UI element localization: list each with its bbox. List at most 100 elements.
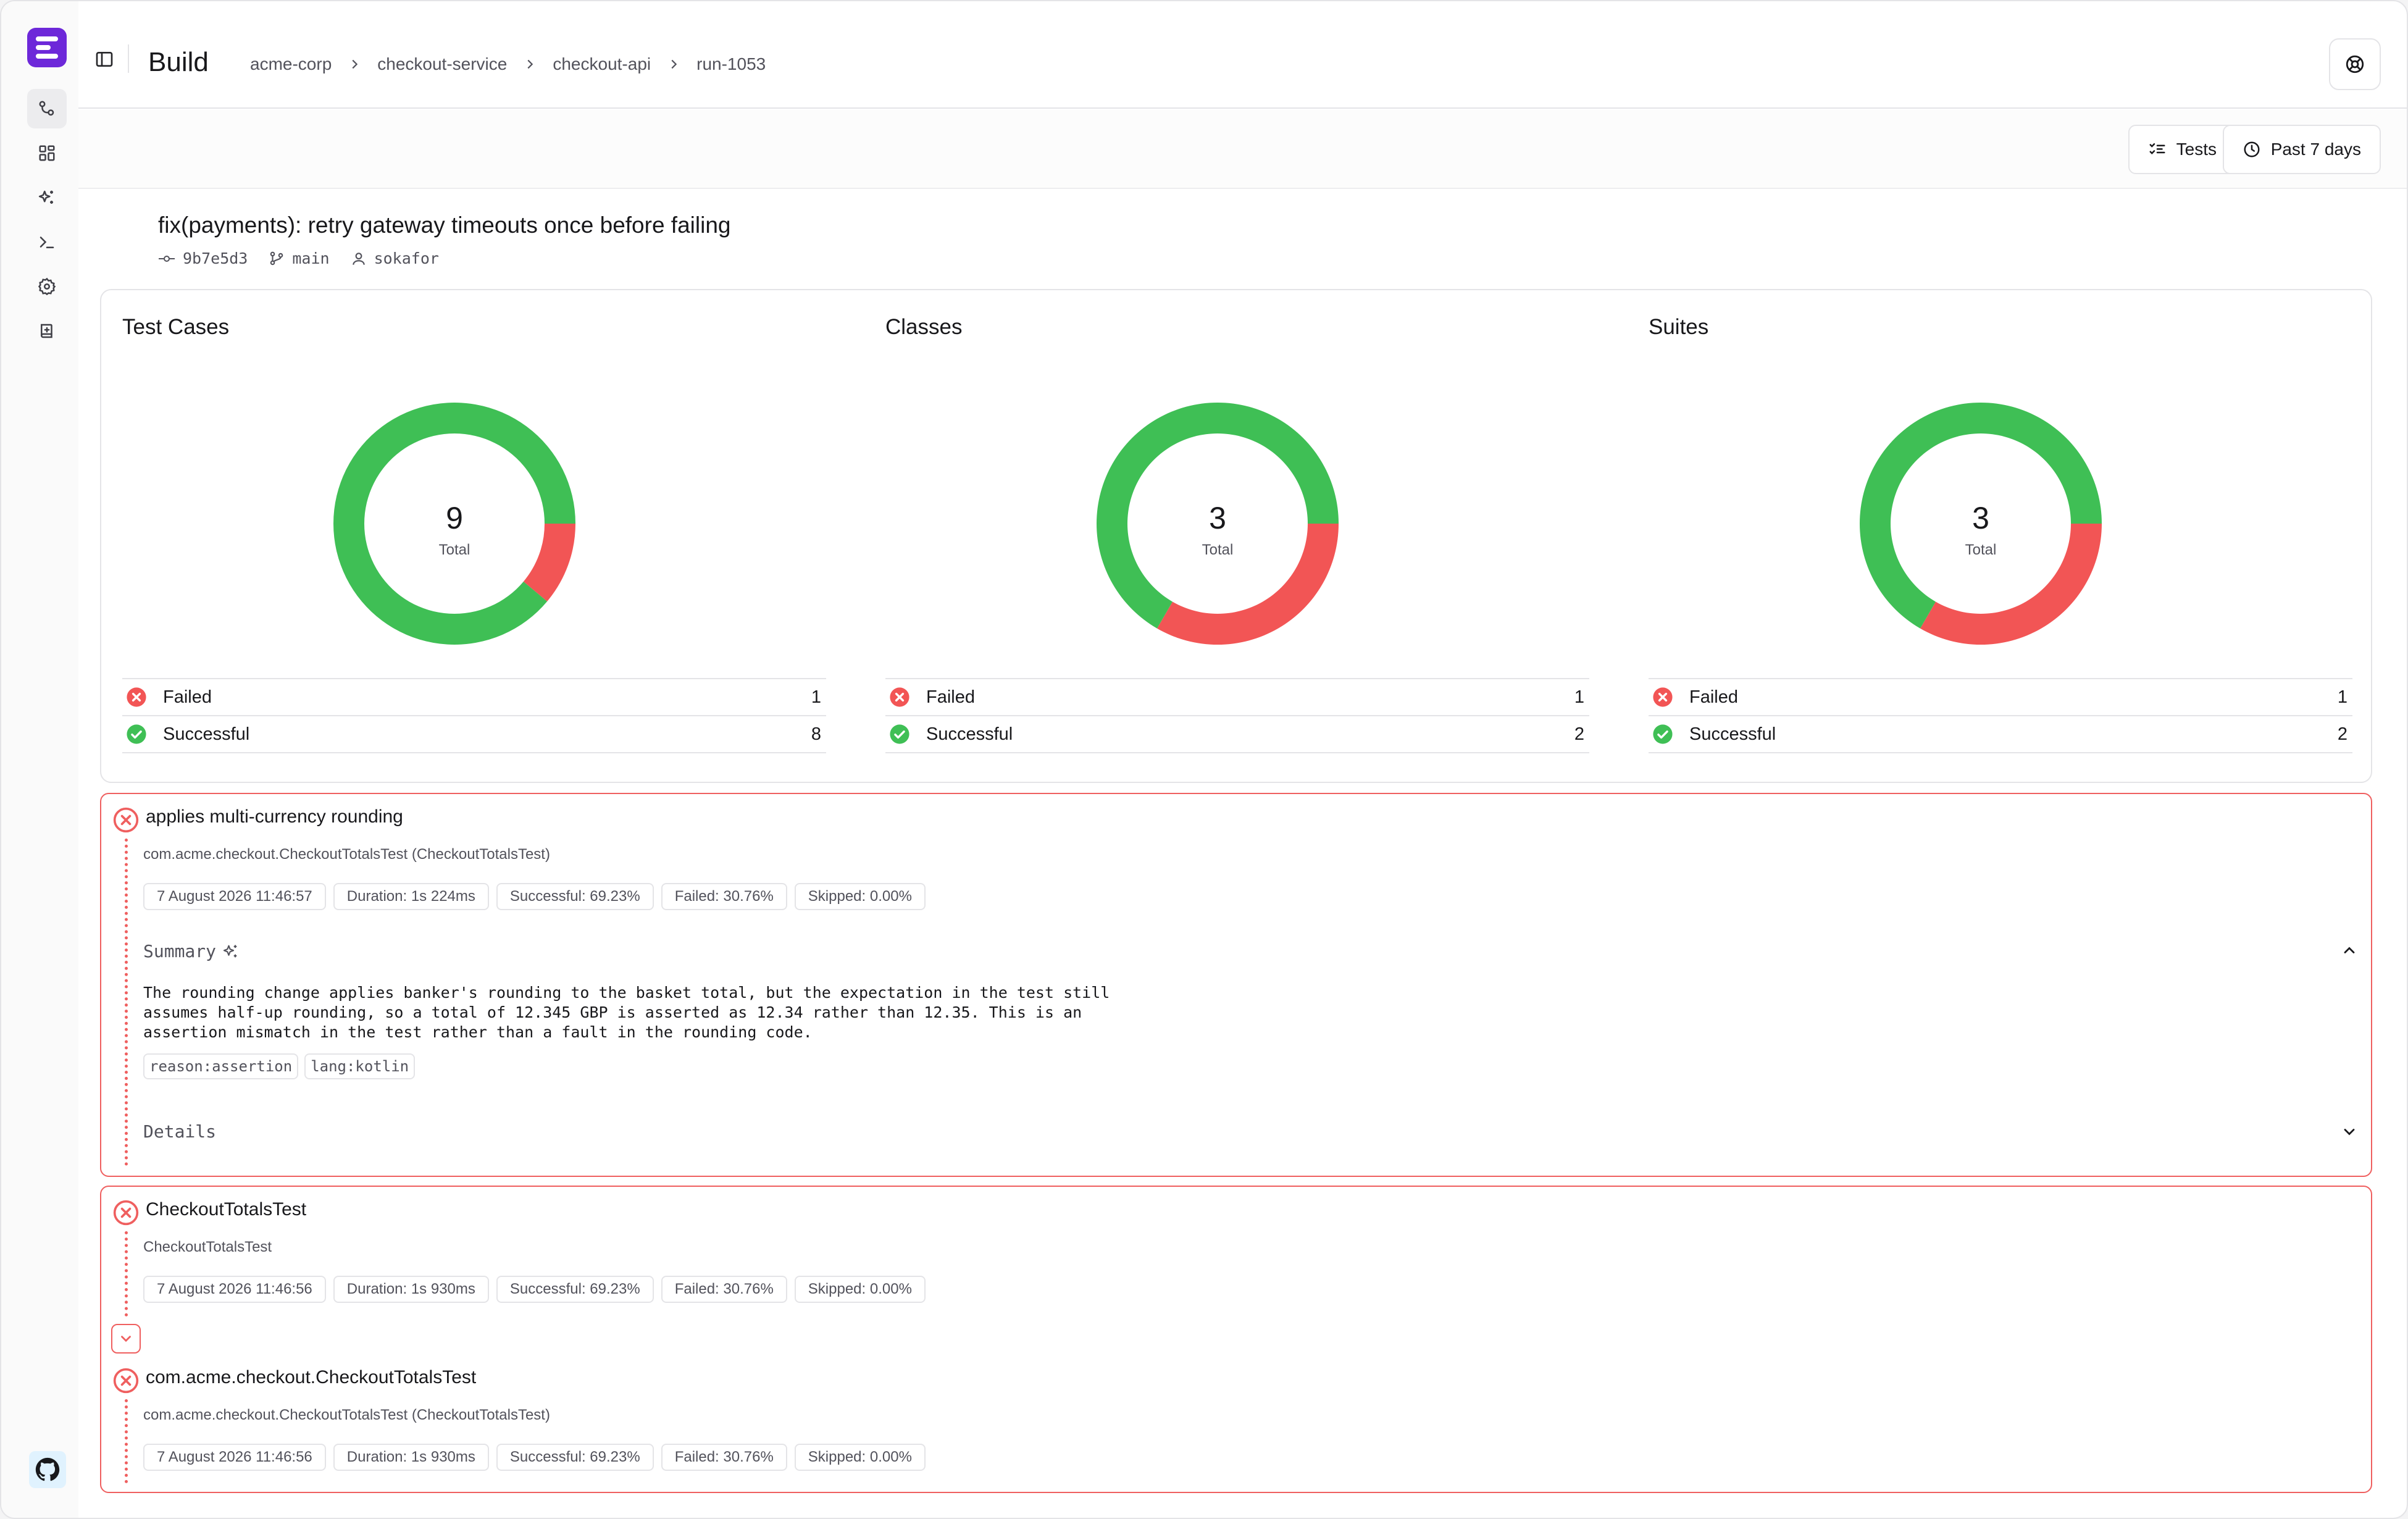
- donut-total-value: 3: [1209, 501, 1226, 535]
- failed-test-title: applies multi-currency rounding: [146, 806, 403, 827]
- skipped-rate-chip: Skipped: 0.00%: [794, 1276, 926, 1303]
- date-range-label: Past 7 days: [2270, 140, 2361, 159]
- failed-class-metrics: 7 August 2026 11:46:56 Duration: 1s 930m…: [143, 1276, 926, 1303]
- user-avatar[interactable]: [29, 1451, 66, 1488]
- check-circle-icon: [890, 724, 909, 744]
- chevron-down-icon[interactable]: [2339, 1121, 2360, 1142]
- legend-failed-count: 1: [2337, 687, 2347, 707]
- donut-total-value: 9: [446, 501, 463, 535]
- failed-slice[interactable]: [523, 524, 575, 601]
- failed-test-card[interactable]: applies multi-currency rounding com.acme…: [100, 793, 2372, 1177]
- stat-classes: Classes 3 Total Failed 1 Successful 2: [864, 290, 1589, 784]
- sidebar-item-dashboard[interactable]: [27, 133, 67, 173]
- lifebuoy-icon: [2346, 55, 2364, 73]
- clock-icon: [2244, 141, 2260, 157]
- git-commit-icon: [159, 255, 175, 262]
- failed-class-subtitle: CheckoutTotalsTest: [143, 1239, 272, 1255]
- timeline-connector: [125, 1231, 128, 1316]
- book-icon: [41, 324, 52, 338]
- skipped-rate-chip: Skipped: 0.00%: [794, 883, 926, 910]
- donut-chart: 3 Total: [1860, 403, 2102, 645]
- check-circle-icon: [1653, 724, 1673, 744]
- failed-class-title: CheckoutTotalsTest: [146, 1199, 307, 1220]
- git-flow-icon: [39, 101, 54, 116]
- failed-slice[interactable]: [1157, 524, 1339, 645]
- commit-branch[interactable]: main: [269, 249, 330, 267]
- success-rate-chip: Successful: 69.23%: [496, 1444, 654, 1471]
- success-rate-chip: Successful: 69.23%: [496, 1276, 654, 1303]
- stat-legend: Failed 1 Successful 2: [885, 678, 1589, 753]
- sidebar-toggle-button[interactable]: [91, 46, 118, 73]
- legend-failed-count: 1: [1574, 687, 1584, 707]
- summary-label: Summary: [143, 941, 217, 961]
- toolbar: Tests Past 7 days: [78, 110, 2407, 189]
- timestamp-chip: 7 August 2026 11:46:56: [143, 1444, 326, 1471]
- x-circle-outline-icon: [113, 807, 139, 833]
- duration-chip: Duration: 1s 930ms: [333, 1444, 489, 1471]
- legend-successful-count: 2: [2337, 724, 2347, 744]
- summary-tags: reason:assertion lang:kotlin: [143, 1053, 416, 1079]
- sidebar-item-ai-insights[interactable]: [27, 178, 67, 217]
- breadcrumb-item-org[interactable]: acme-corp: [250, 54, 332, 73]
- breadcrumb-item-run[interactable]: run-1053: [696, 54, 766, 73]
- failed-suite-metrics: 7 August 2026 11:46:56 Duration: 1s 930m…: [143, 1444, 926, 1471]
- app-logo[interactable]: [27, 28, 67, 67]
- commit-title: fix(payments): retry gateway timeouts on…: [158, 212, 731, 238]
- octocat-icon: [35, 1457, 60, 1481]
- x-circle-outline-icon: [113, 1200, 139, 1226]
- sparkles-icon: [223, 945, 237, 957]
- sidebar-item-terminal[interactable]: [27, 222, 67, 262]
- support-button[interactable]: [2329, 38, 2381, 90]
- stats-card: Test Cases 9 Total Failed 1 Successful 8 …: [100, 289, 2372, 783]
- failed-test-metrics: 7 August 2026 11:46:57 Duration: 1s 224m…: [143, 883, 926, 910]
- stat-title: Suites: [1649, 315, 1709, 339]
- summary-toggle[interactable]: Summary: [143, 941, 240, 961]
- failed-suite-subtitle: com.acme.checkout.CheckoutTotalsTest (Ch…: [143, 1407, 550, 1423]
- chevron-up-icon[interactable]: [2339, 940, 2360, 961]
- date-range-button[interactable]: Past 7 days: [2222, 125, 2381, 174]
- breadcrumb-item-project[interactable]: checkout-service: [377, 54, 508, 73]
- failed-class-card[interactable]: CheckoutTotalsTest CheckoutTotalsTest 7 …: [100, 1186, 2372, 1493]
- x-circle-outline-icon: [113, 1368, 139, 1394]
- reason-tag: reason:assertion: [143, 1053, 299, 1079]
- stat-legend: Failed 1 Successful 8: [122, 678, 826, 753]
- stat-suites: Suites 3 Total Failed 1 Successful 2: [1628, 290, 2352, 784]
- summary-line: assertion mismatch in the test rather th…: [143, 1023, 813, 1041]
- timeline-connector: [125, 839, 128, 1166]
- sidebar-item-settings[interactable]: [27, 267, 67, 306]
- donut-total-label: Total: [439, 542, 470, 558]
- expand-button[interactable]: [111, 1324, 141, 1354]
- x-circle-icon: [890, 687, 909, 707]
- check-circle-icon: [127, 724, 146, 744]
- breadcrumb-item-module[interactable]: checkout-api: [553, 54, 651, 73]
- legend-failed: Failed 1: [885, 679, 1589, 716]
- legend-successful-count: 2: [1574, 724, 1584, 744]
- stat-legend: Failed 1 Successful 2: [1649, 678, 2352, 753]
- legend-successful-count: 8: [811, 724, 821, 744]
- chevron-right-icon: [523, 57, 537, 71]
- header-divider: [128, 44, 129, 73]
- sparkles-icon: [38, 190, 53, 204]
- sidebar-item-docs[interactable]: [27, 311, 67, 351]
- duration-chip: Duration: 1s 930ms: [333, 1276, 489, 1303]
- commit-branch-text: main: [292, 249, 330, 267]
- user-icon: [352, 252, 365, 265]
- failure-rate-chip: Failed: 30.76%: [661, 1276, 787, 1303]
- legend-failed-label: Failed: [163, 687, 212, 707]
- failed-suite-title: com.acme.checkout.CheckoutTotalsTest: [146, 1367, 477, 1387]
- donut-chart: 3 Total: [1097, 403, 1339, 645]
- sidebar-item-builds[interactable]: [27, 89, 67, 128]
- donut-chart: 9 Total: [333, 402, 575, 645]
- top-header: Build acme-corp checkout-service checkou…: [78, 1, 2407, 109]
- failed-slice[interactable]: [1920, 524, 2102, 645]
- commit-author[interactable]: sokafor: [351, 249, 439, 267]
- duration-chip: Duration: 1s 224ms: [333, 883, 489, 910]
- legend-failed: Failed 1: [1649, 679, 2352, 716]
- legend-successful: Successful 2: [1649, 716, 2352, 753]
- commit-sha[interactable]: 9b7e5d3: [158, 249, 248, 267]
- language-tag: lang:kotlin: [304, 1053, 416, 1079]
- legend-failed-count: 1: [811, 687, 821, 707]
- tests-filter-button[interactable]: Tests: [2128, 125, 2236, 174]
- details-toggle[interactable]: Details: [143, 1121, 216, 1142]
